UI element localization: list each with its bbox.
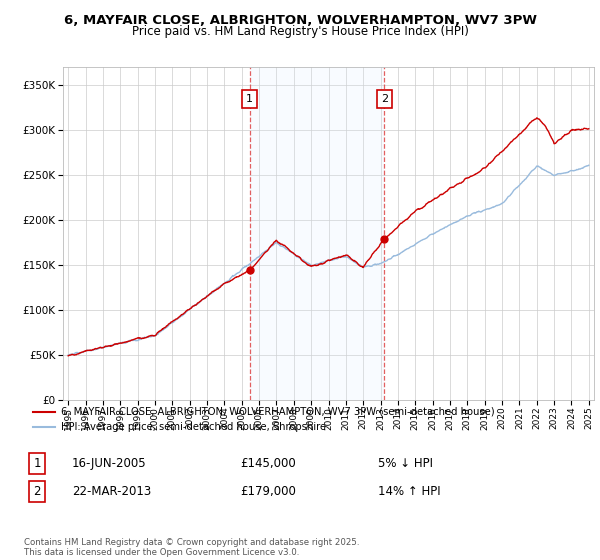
Text: 16-JUN-2005: 16-JUN-2005 — [72, 457, 146, 470]
Text: 6, MAYFAIR CLOSE, ALBRIGHTON, WOLVERHAMPTON, WV7 3PW: 6, MAYFAIR CLOSE, ALBRIGHTON, WOLVERHAMP… — [64, 14, 536, 27]
Text: 22-MAR-2013: 22-MAR-2013 — [72, 485, 151, 498]
Text: 5% ↓ HPI: 5% ↓ HPI — [378, 457, 433, 470]
Text: 1: 1 — [246, 94, 253, 104]
Text: 14% ↑ HPI: 14% ↑ HPI — [378, 485, 440, 498]
Text: 1: 1 — [34, 457, 41, 470]
Text: 6, MAYFAIR CLOSE, ALBRIGHTON, WOLVERHAMPTON, WV7 3PW (semi-detached house): 6, MAYFAIR CLOSE, ALBRIGHTON, WOLVERHAMP… — [61, 407, 494, 417]
Text: HPI: Average price, semi-detached house, Shropshire: HPI: Average price, semi-detached house,… — [61, 422, 326, 432]
Text: £179,000: £179,000 — [240, 485, 296, 498]
Text: £145,000: £145,000 — [240, 457, 296, 470]
Bar — [250, 67, 385, 400]
Text: 2: 2 — [34, 485, 41, 498]
Text: Contains HM Land Registry data © Crown copyright and database right 2025.
This d: Contains HM Land Registry data © Crown c… — [24, 538, 359, 557]
Text: 2: 2 — [381, 94, 388, 104]
Text: Price paid vs. HM Land Registry's House Price Index (HPI): Price paid vs. HM Land Registry's House … — [131, 25, 469, 38]
